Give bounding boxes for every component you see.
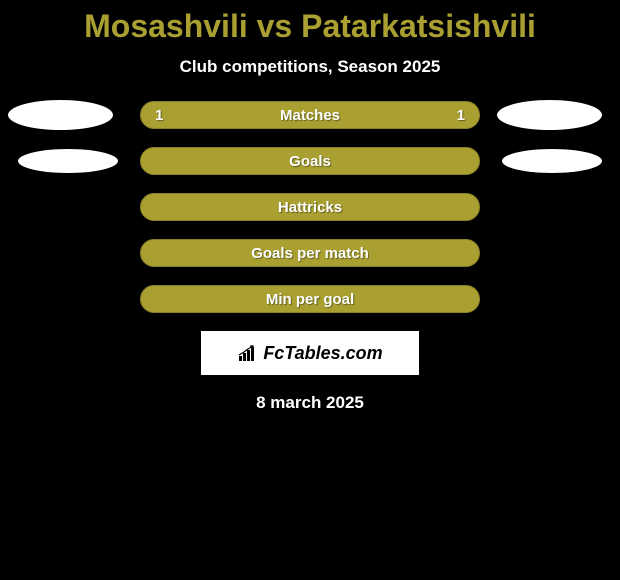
main-container: Mosashvili vs Patarkatsishvili Club comp…: [0, 0, 620, 413]
stat-bar: Goals per match: [140, 239, 480, 267]
logo-box[interactable]: FcTables.com: [201, 331, 419, 375]
stat-bar: Hattricks: [140, 193, 480, 221]
stat-value-left: 1: [155, 107, 163, 124]
stat-label: Min per goal: [266, 291, 354, 308]
date-label: 8 march 2025: [0, 393, 620, 413]
stat-bar: Min per goal: [140, 285, 480, 313]
logo-text: FcTables.com: [263, 343, 382, 364]
chart-icon: [237, 344, 259, 362]
left-oval: [8, 100, 113, 130]
stat-label: Hattricks: [278, 199, 342, 216]
page-title: Mosashvili vs Patarkatsishvili: [0, 0, 620, 49]
stat-label: Goals: [289, 153, 331, 170]
right-oval: [497, 100, 602, 130]
stat-row: Goals per match: [0, 239, 620, 267]
stat-bar: 1 Matches 1: [140, 101, 480, 129]
stat-label: Goals per match: [251, 245, 369, 262]
left-oval: [18, 149, 118, 173]
stat-value-right: 1: [457, 107, 465, 124]
stats-list: 1 Matches 1 Goals Hattricks Goals per match Mi…: [0, 101, 620, 313]
stat-row: Hattricks: [0, 193, 620, 221]
stat-row: Min per goal: [0, 285, 620, 313]
stat-label: Matches: [280, 107, 340, 124]
stat-row: 1 Matches 1: [0, 101, 620, 129]
right-oval: [502, 149, 602, 173]
stat-row: Goals: [0, 147, 620, 175]
page-subtitle: Club competitions, Season 2025: [0, 49, 620, 101]
stat-bar: Goals: [140, 147, 480, 175]
